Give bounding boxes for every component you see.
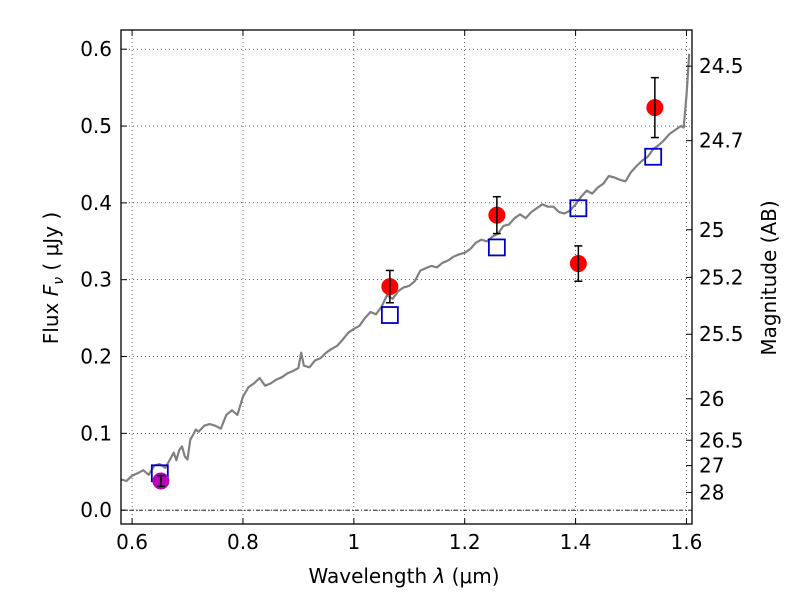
x-axis-label: Wavelength λ (μm) [308, 564, 499, 588]
series [120, 53, 691, 490]
model-square-marker [380, 306, 399, 324]
x-axis-label-symbol: λ [432, 564, 445, 588]
model-square-marker [569, 199, 588, 218]
ticks: 0.6 0.8 1 1.2 1.4 1.6 0.0 0.1 0.2 0.3 0.4 0.5 0.6 24.… [80, 30, 744, 554]
model-square-marker [644, 147, 663, 166]
y-tick-label: 0.1 [80, 421, 112, 445]
right-tick-label: 27 [699, 454, 724, 478]
right-tick-label: 24.5 [699, 54, 744, 78]
right-tick-label: 24.7 [699, 129, 744, 153]
grid [121, 30, 692, 524]
right-tick-label: 26.5 [699, 428, 744, 452]
right-tick-label: 25.2 [699, 265, 744, 289]
y-tick-label: 0.0 [80, 498, 112, 522]
right-tick-label: 28 [699, 481, 724, 505]
x-tick-label: 0.8 [227, 530, 259, 554]
x-tick-label: 0.6 [116, 530, 148, 554]
model-square-marker [487, 238, 506, 257]
y-axis-label-subscript: ν [51, 277, 67, 285]
x-axis-label-text: Wavelength [308, 564, 433, 588]
x-tick-label: 1 [347, 530, 360, 554]
x-tick-label: 1.4 [560, 530, 592, 554]
y-tick-label: 0.3 [80, 268, 112, 292]
y-tick-label: 0.4 [80, 191, 112, 215]
x-tick-label: 1.6 [671, 530, 703, 554]
y-axis-label-text: Flux [39, 296, 63, 344]
plot-frame [120, 29, 693, 525]
right-axis-label: Magnitude (AB) [757, 200, 781, 355]
right-tick-label: 26 [699, 387, 724, 411]
right-tick-label: 25 [699, 218, 724, 242]
y-axis-label: Flux Fν ( μJy ) [39, 212, 67, 344]
y-tick-label: 0.5 [80, 114, 112, 138]
y-tick-label: 0.2 [80, 345, 112, 369]
spectrum-line [120, 53, 691, 483]
right-tick-label: 25.5 [699, 322, 744, 346]
x-axis-label-unit: (μm) [445, 564, 499, 588]
y-tick-label: 0.6 [80, 37, 112, 61]
y-axis-label-symbol: F [39, 284, 63, 296]
x-tick-label: 1.2 [449, 530, 481, 554]
y-axis-label-unit: ( μJy ) [39, 212, 63, 277]
